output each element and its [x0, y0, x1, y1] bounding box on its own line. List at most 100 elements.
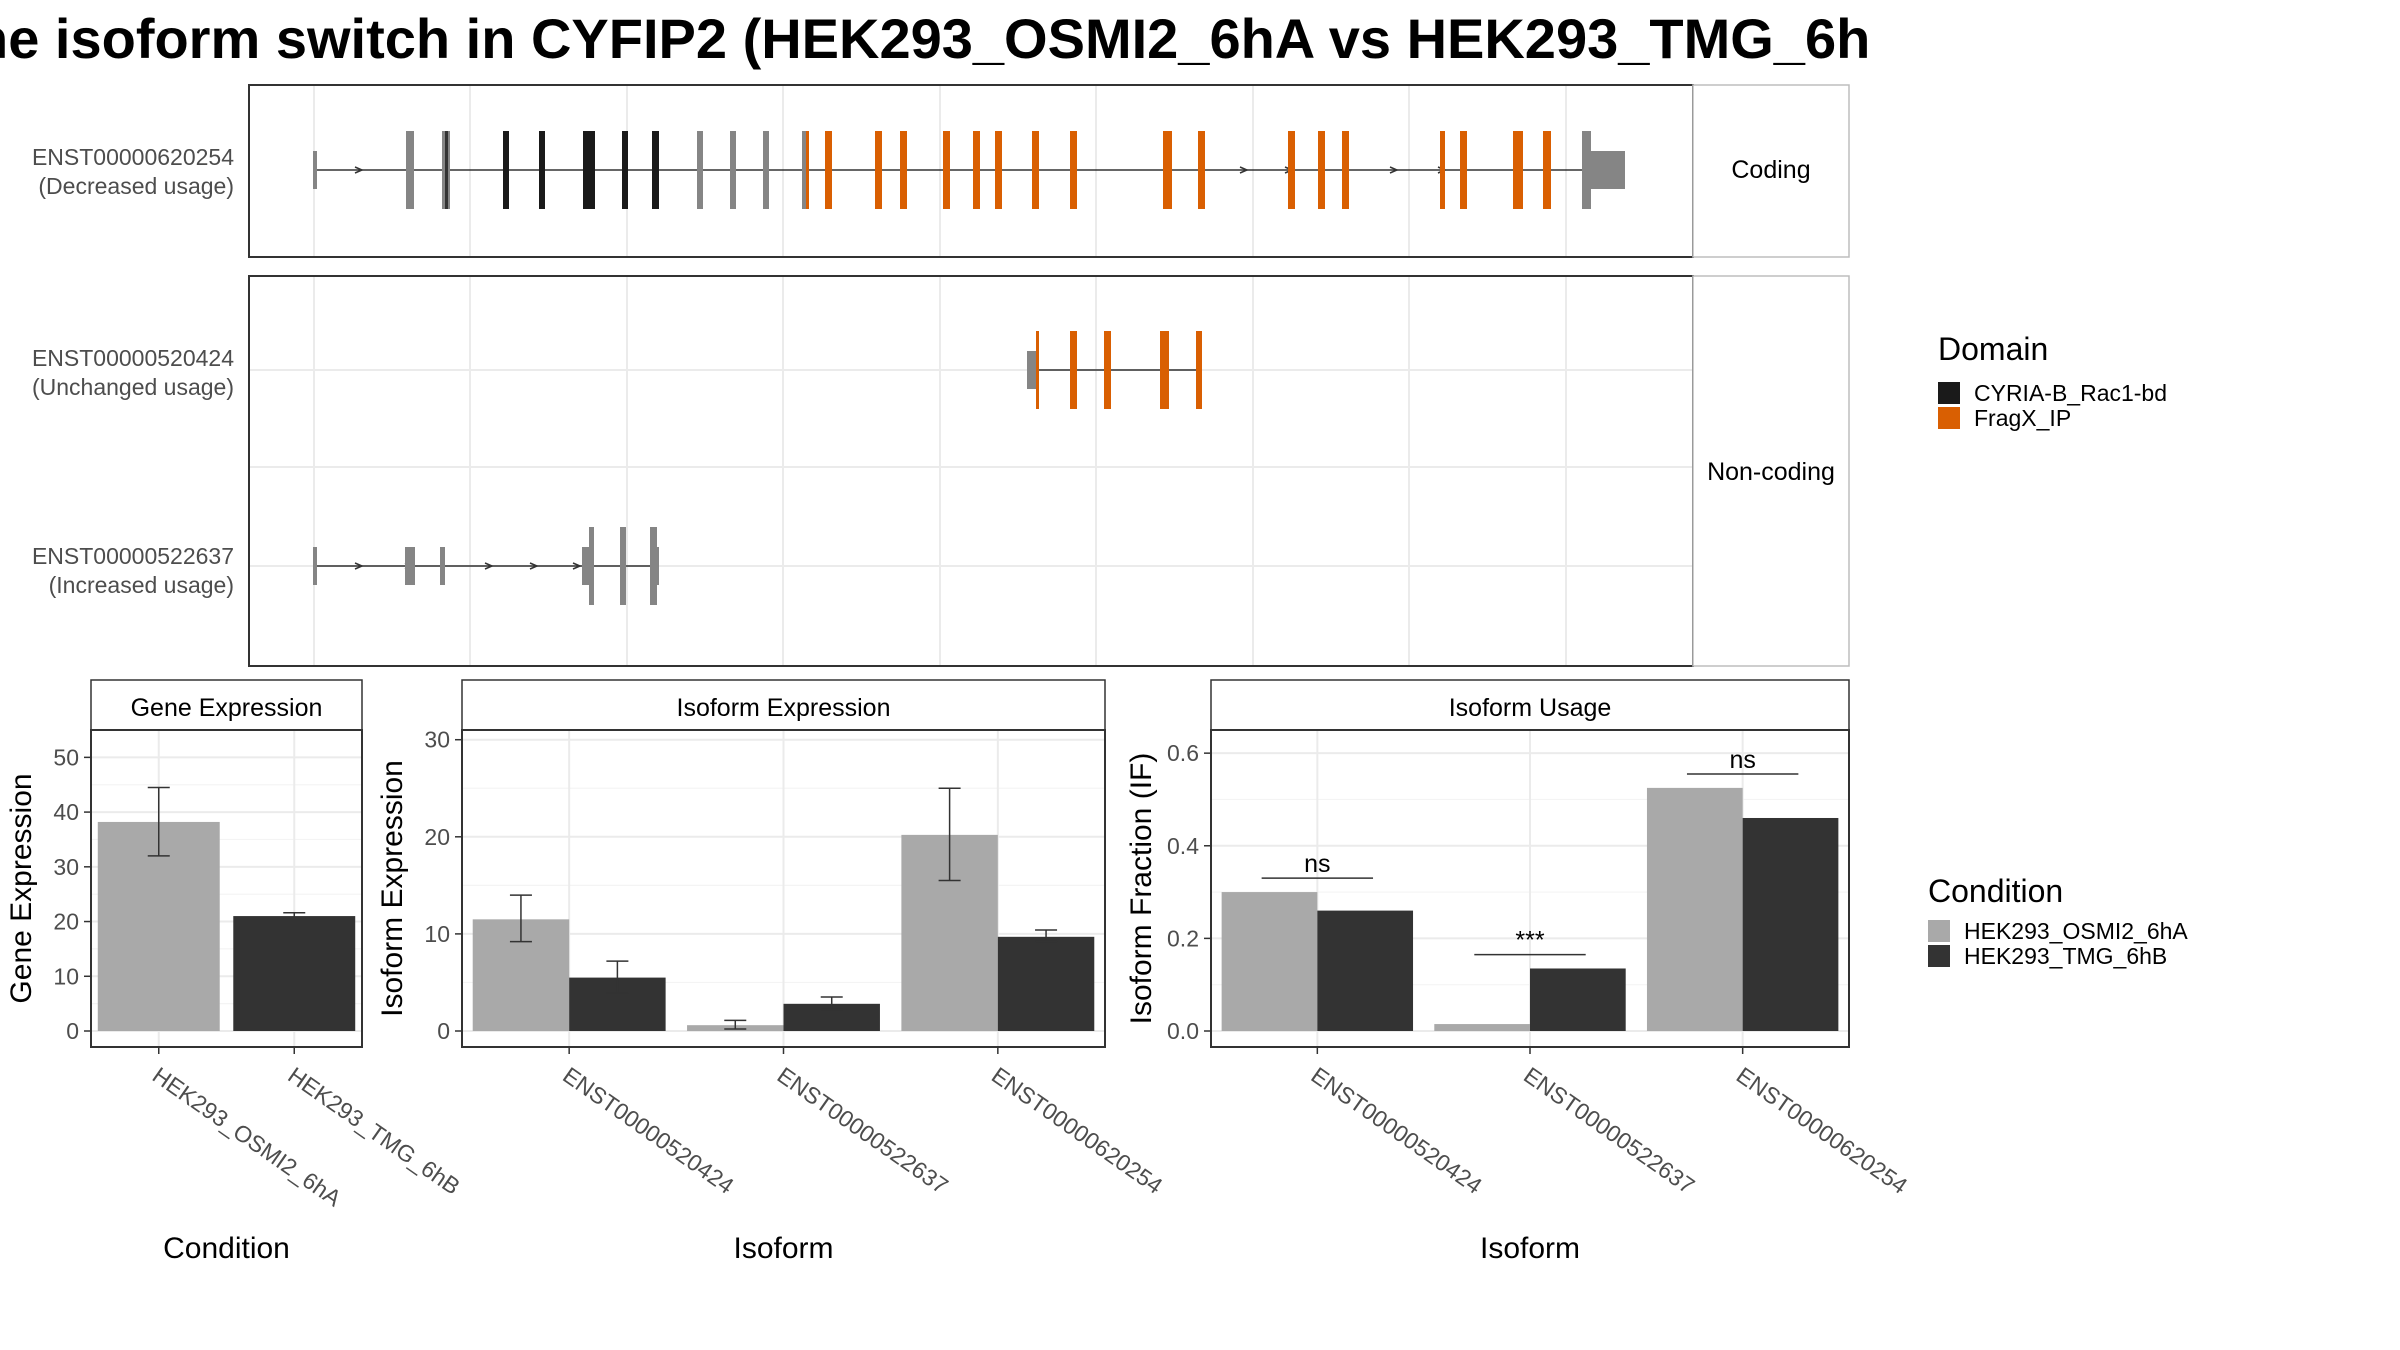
chart-0-title: Gene Expression	[131, 694, 323, 722]
chart-2-y-tick-label: 0.2	[1167, 925, 1199, 951]
exon-block	[1070, 131, 1077, 209]
exon-block	[1582, 131, 1591, 209]
transcript-track-noncoding	[313, 331, 1202, 605]
legend-domain-title: Domain	[1938, 331, 2048, 367]
structure-panel-coding: Coding	[248, 84, 1850, 258]
exon-block	[582, 547, 590, 585]
chart-2-significance-label: ns	[1304, 850, 1330, 878]
chart-isoform-usage: Isoform Usage 0.0 0.2 0.4 0.6 ns ENST000005204…	[1125, 679, 1913, 1265]
exon-block	[1543, 131, 1551, 209]
chart-0-y-tick-label: 40	[53, 799, 79, 825]
chart-2-significance-label: ***	[1515, 927, 1544, 955]
exon-block	[1027, 351, 1037, 389]
chart-isoform-expression: Isoform Expression 0 10 20 30 ENST00000520424…	[376, 679, 1168, 1265]
exon-block	[1460, 131, 1467, 209]
strand-arrow	[572, 562, 582, 570]
exon-block	[406, 131, 414, 209]
transcript-id-3: ENST00000522637	[32, 543, 234, 569]
strand-arrow	[1239, 166, 1249, 174]
strand-arrow	[529, 562, 539, 570]
chart-2-x-tick-label: ENST00000620254	[1732, 1062, 1913, 1199]
chart-0-y-tick-label: 0	[66, 1018, 79, 1044]
chart-0-bar	[97, 821, 220, 1031]
exon-block	[1160, 331, 1169, 409]
exon-block	[656, 547, 659, 585]
exon-block	[622, 131, 628, 209]
figure-title: he isoform switch in CYFIP2 (HEK293_OSMI…	[0, 7, 1870, 70]
chart-2-bar	[1530, 968, 1626, 1031]
exon-block	[589, 527, 594, 605]
chart-0-y-tick-label: 20	[53, 909, 79, 935]
exon-block	[405, 547, 415, 585]
legend-label-cyria: CYRIA-B_Rac1-bd	[1974, 380, 2167, 406]
strand-arrow	[354, 562, 364, 570]
legend-label-fragx: FragX_IP	[1974, 405, 2071, 431]
exon-block	[1440, 131, 1445, 209]
chart-1-y-tick-label: 30	[424, 727, 450, 753]
chart-1-y-tick-label: 0	[437, 1018, 450, 1044]
exon-block	[1513, 131, 1523, 209]
chart-0-x-axis-title: Condition	[163, 1232, 290, 1265]
chart-2-x-tick-label: ENST00000522637	[1519, 1062, 1699, 1199]
transcript-id-1: ENST00000620254	[32, 144, 234, 170]
structure-grid-noncoding	[250, 277, 1692, 665]
legend-label-osmi: HEK293_OSMI2_6hA	[1964, 918, 2188, 944]
exon-block	[539, 131, 545, 209]
exon-block	[875, 131, 882, 209]
exon-block	[503, 131, 509, 209]
exon-block	[1070, 331, 1077, 409]
exon-block	[1104, 331, 1111, 409]
legend-domain: Domain CYRIA-B_Rac1-bd FragX_IP	[1938, 331, 2167, 431]
exon-block	[1032, 131, 1039, 209]
chart-1-y-axis-title: Isoform Expression	[376, 760, 409, 1017]
chart-1-x-tick-label: ENST00000520424	[558, 1062, 739, 1199]
exon-block	[973, 131, 980, 209]
chart-2-strip	[1210, 679, 1850, 731]
chart-1-x-tick-label: ENST00000620254	[987, 1062, 1168, 1199]
exon-block	[802, 131, 808, 209]
exon-block	[1196, 331, 1202, 409]
chart-1-x-tick-label: ENST00000522637	[773, 1062, 953, 1199]
strip-label-coding: Coding	[1731, 156, 1810, 184]
chart-2-y-axis-title: Isoform Fraction (IF)	[1125, 753, 1158, 1025]
exon-block	[445, 131, 448, 209]
chart-0-y-axis-title: Gene Expression	[5, 773, 38, 1003]
transcript-usage-2: (Unchanged usage)	[32, 374, 234, 400]
chart-0-y-tick-label: 30	[53, 854, 79, 880]
exon-block	[900, 131, 907, 209]
strand-arrow	[1389, 166, 1399, 174]
chart-0-y-tick-label: 50	[53, 744, 79, 770]
exon-block	[806, 131, 809, 209]
structure-panel-noncoding: Non-coding	[248, 275, 1850, 667]
exon-block	[697, 131, 703, 209]
exon-block	[825, 131, 832, 209]
chart-2-y-tick-label: 0.4	[1167, 833, 1199, 859]
exon-block	[1591, 151, 1625, 189]
exon-block	[583, 131, 595, 209]
transcript-usage-1: (Decreased usage)	[38, 173, 234, 199]
exon-block	[652, 131, 659, 209]
chart-2-x-axis-title: Isoform	[1480, 1232, 1580, 1265]
exon-block	[1288, 131, 1295, 209]
transcript-id-2: ENST00000520424	[32, 345, 234, 371]
legend-swatch-fragx	[1938, 407, 1960, 429]
strand-arrow	[354, 166, 364, 174]
exon-block	[650, 527, 657, 605]
chart-2-bar	[1221, 892, 1318, 1031]
exon-block	[313, 151, 317, 189]
exon-block	[730, 131, 736, 209]
strip-label-noncoding: Non-coding	[1707, 458, 1835, 486]
exon-block	[1036, 331, 1039, 409]
transcript-usage-3: (Increased usage)	[49, 572, 234, 598]
chart-1-bar	[997, 936, 1095, 1031]
legend-condition: Condition HEK293_OSMI2_6hA HEK293_TMG_6h…	[1928, 873, 2188, 969]
exon-block	[1318, 131, 1325, 209]
chart-0-bar	[233, 916, 356, 1031]
figure-title-clip: he isoform switch in CYFIP2 (HEK293_OSMI…	[0, 0, 1870, 80]
chart-1-y-tick-label: 10	[424, 921, 450, 947]
chart-2-significance-label: ns	[1729, 746, 1755, 774]
exon-block	[313, 547, 317, 585]
chart-0-strip	[90, 679, 363, 731]
chart-2-x-tick-label: ENST00000520424	[1306, 1062, 1487, 1199]
